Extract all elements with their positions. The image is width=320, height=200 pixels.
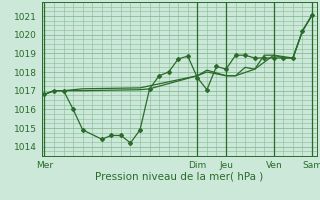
X-axis label: Pression niveau de la mer( hPa ): Pression niveau de la mer( hPa ) (95, 171, 263, 181)
